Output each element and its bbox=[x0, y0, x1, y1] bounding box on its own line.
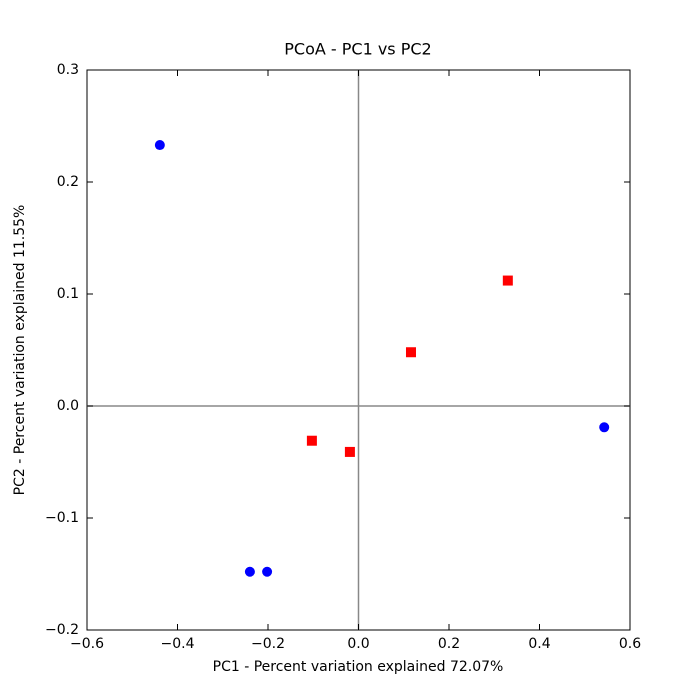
point bbox=[344, 446, 355, 457]
point bbox=[306, 435, 317, 446]
y-tick-label: 0.3 bbox=[57, 62, 79, 78]
x-tick-label: 0.4 bbox=[528, 636, 550, 652]
x-tick-label: 0.0 bbox=[347, 636, 369, 652]
x-axis-label: PC1 - Percent variation explained 72.07% bbox=[213, 659, 504, 675]
y-tick-label: 0.2 bbox=[57, 174, 79, 190]
x-tick-label: −0.2 bbox=[251, 636, 285, 652]
y-tick-label: 0.0 bbox=[57, 398, 79, 414]
point bbox=[599, 422, 610, 433]
y-tick-label: −0.2 bbox=[45, 622, 79, 638]
point bbox=[244, 566, 255, 577]
x-tick-label: 0.2 bbox=[438, 636, 460, 652]
point bbox=[262, 566, 273, 577]
y-tick-label: −0.1 bbox=[45, 510, 79, 526]
y-tick-label: 0.1 bbox=[57, 286, 79, 302]
x-tick-label: −0.4 bbox=[161, 636, 195, 652]
point bbox=[502, 275, 513, 286]
x-tick-label: 0.6 bbox=[619, 636, 641, 652]
y-axis-label: PC2 - Percent variation explained 11.55% bbox=[12, 205, 28, 496]
x-tick-label: −0.6 bbox=[70, 636, 104, 652]
point bbox=[154, 140, 165, 151]
chart-title: PCoA - PC1 vs PC2 bbox=[284, 40, 431, 59]
point bbox=[405, 347, 416, 358]
